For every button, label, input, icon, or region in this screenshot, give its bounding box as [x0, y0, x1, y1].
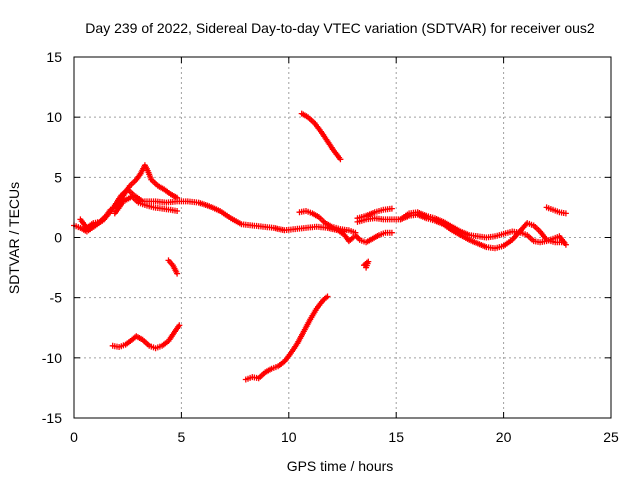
series-arc-j [77, 206, 114, 231]
data-point-markers [361, 258, 372, 271]
y-tick-label: -10 [42, 350, 62, 366]
series-arc-o [242, 293, 331, 383]
x-tick-label: 20 [496, 429, 512, 445]
x-tick-label: 10 [281, 429, 297, 445]
series-arc-d [296, 208, 359, 236]
data-point-markers [242, 293, 331, 383]
series-arc-i [397, 209, 569, 248]
x-tick-label: 25 [603, 429, 619, 445]
data-point-markers [111, 193, 181, 217]
data-points [71, 110, 569, 383]
data-point-markers [109, 322, 183, 352]
series-arc-e [352, 229, 395, 246]
data-point-markers [296, 208, 359, 236]
x-axis-label: GPS time / hours [287, 458, 394, 474]
y-tick-label: 15 [46, 49, 62, 65]
data-point-markers [165, 257, 181, 277]
y-tick-label: -15 [42, 410, 62, 426]
data-point-markers [354, 205, 395, 222]
y-tick-label: -5 [50, 290, 63, 306]
data-point-markers [543, 204, 569, 217]
data-point-markers [335, 227, 357, 245]
y-tick-label: 10 [46, 109, 62, 125]
series-arc-m [109, 322, 183, 352]
y-tick-label: 5 [54, 169, 62, 185]
series-arc-g [354, 205, 395, 222]
x-tick-label: 5 [178, 429, 186, 445]
x-tick-label: 0 [70, 429, 78, 445]
series-arc-f [335, 227, 357, 245]
series-arc-p [361, 258, 372, 271]
tick-labels: 0 5 10 15 20 25 -15 -10 -5 0 5 10 15 [42, 49, 619, 445]
y-tick-label: 0 [54, 230, 62, 246]
chart-title: Day 239 of 2022, Sidereal Day-to-day VTE… [85, 20, 595, 36]
data-point-markers [352, 229, 395, 246]
series-arc-c [111, 193, 181, 217]
x-tick-label: 15 [388, 429, 404, 445]
data-point-markers [298, 110, 344, 163]
series-arc-k [543, 204, 569, 217]
ticks [73, 56, 612, 419]
series-arc-n [165, 257, 181, 277]
series-arc-l [298, 110, 344, 163]
data-point-markers [397, 209, 569, 248]
y-axis-label: SDTVAR / TECUs [6, 182, 22, 294]
data-point-markers [77, 206, 114, 231]
